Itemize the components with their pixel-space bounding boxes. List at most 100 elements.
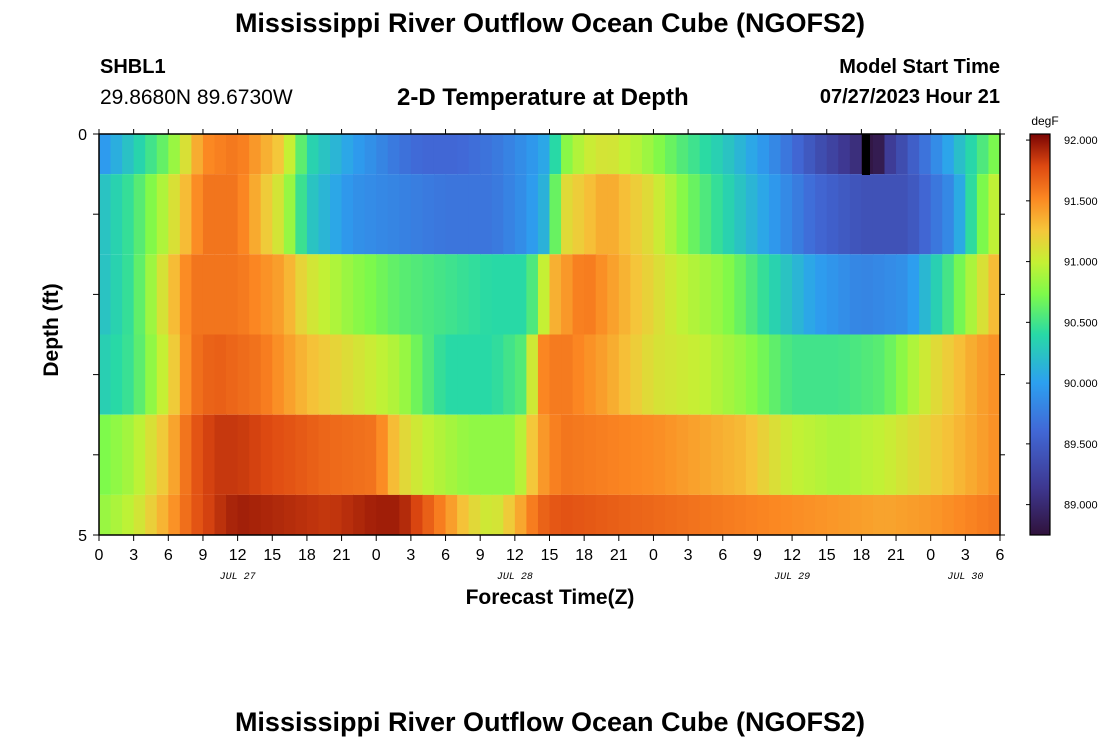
x-axis: 0 3 6 9 12 15 18 21 0 3 6 9 12 15 18 21 0 3 6 9 12 15 18 21 0 3 6 J… (95, 129, 1005, 583)
heatmap-cell (480, 414, 493, 495)
heatmap-cell (503, 334, 516, 415)
heatmap-cell (965, 334, 978, 415)
x-tick-label: 15 (263, 547, 281, 564)
colorbar-tick-label: 92.000 (1064, 135, 1098, 147)
heatmap-cell (283, 254, 296, 335)
heatmap-cell (179, 174, 193, 255)
heatmap-cell (745, 254, 759, 335)
heatmap-cell (468, 414, 481, 495)
heatmap-cell (549, 174, 562, 255)
heatmap-cell (353, 134, 366, 175)
heatmap-cell (422, 414, 435, 495)
heatmap-cell (433, 134, 447, 175)
heatmap-cell (283, 334, 296, 415)
heatmap-cell (433, 334, 447, 415)
heatmap-cell (237, 414, 250, 495)
heatmap-cell (226, 174, 239, 255)
heatmap-cell (861, 334, 874, 415)
heatmap-cell (745, 174, 759, 255)
heatmap-cell (179, 494, 193, 535)
heatmap-cell (665, 334, 678, 415)
heatmap-cell (260, 494, 273, 535)
heatmap-cell (861, 494, 874, 535)
heatmap-cell (665, 174, 678, 255)
heatmap-cell (688, 494, 701, 535)
heatmap-cell (953, 254, 966, 335)
heatmap-cell (815, 414, 828, 495)
heatmap-cell (526, 174, 539, 255)
heatmap-cell (607, 414, 620, 495)
heatmap-cell (445, 254, 458, 335)
heatmap-cell (433, 174, 447, 255)
x-tick-label: 12 (229, 547, 247, 564)
heatmap-cell (526, 134, 539, 175)
heatmap-cell (422, 334, 435, 415)
heatmap-cell (237, 494, 250, 535)
heatmap-cell (353, 414, 366, 495)
heatmap-cell (295, 334, 308, 415)
x-tick-label: 0 (926, 547, 935, 564)
heatmap-cell (618, 494, 631, 535)
heatmap-cell (965, 494, 978, 535)
heatmap-cell (768, 334, 782, 415)
heatmap-cell (711, 134, 724, 175)
heatmap-cell (156, 134, 169, 175)
heatmap-cell (341, 414, 354, 495)
heatmap-cell (768, 174, 782, 255)
heatmap-cell (780, 494, 793, 535)
x-tick-label: 9 (199, 547, 208, 564)
heatmap-cell (514, 254, 527, 335)
heatmap-cell (607, 494, 620, 535)
heatmap-cell (768, 414, 782, 495)
heatmap-cell (976, 494, 990, 535)
heatmap-cell (99, 334, 112, 415)
heatmap-cell (491, 414, 504, 495)
heatmap-cell (272, 134, 285, 175)
heatmap-cell (537, 334, 551, 415)
heatmap-cell (387, 334, 400, 415)
heatmap-cell (341, 174, 354, 255)
heatmap-cell (976, 414, 990, 495)
heatmap-cell (318, 174, 331, 255)
heatmap-cell (861, 174, 874, 255)
heatmap-cell (468, 334, 481, 415)
heatmap-cell (815, 174, 828, 255)
heatmap-cell (699, 134, 712, 175)
heatmap-cell (884, 414, 897, 495)
heatmap-cell (849, 134, 862, 175)
heatmap-cell (283, 494, 296, 535)
heatmap-cell (699, 494, 712, 535)
heatmap-cell (907, 334, 920, 415)
heatmap-cell (237, 334, 250, 415)
heatmap-cell (561, 134, 574, 175)
heatmap-cell (445, 414, 458, 495)
heatmap-cell (653, 494, 666, 535)
heatmap-cell (249, 254, 262, 335)
heatmap-cell (826, 174, 839, 255)
heatmap-cell (110, 334, 123, 415)
heatmap-cell (272, 334, 285, 415)
heatmap-cell (849, 334, 862, 415)
heatmap-cell (191, 174, 204, 255)
heatmap-cells (99, 134, 1001, 535)
heatmap-cell (503, 134, 516, 175)
heatmap-cell (514, 414, 527, 495)
heatmap-cell (145, 174, 158, 255)
heatmap-cell (341, 334, 354, 415)
heatmap-cell (168, 334, 181, 415)
y-tick-label: 5 (78, 528, 87, 545)
heatmap-cell (399, 494, 412, 535)
heatmap-cell (595, 134, 608, 175)
heatmap-cell (410, 414, 424, 495)
heatmap-cell (584, 494, 597, 535)
heatmap-cell (514, 334, 527, 415)
colorbar-tick-label: 91.000 (1064, 257, 1098, 269)
heatmap-cell (641, 334, 655, 415)
heatmap-cell (145, 254, 158, 335)
heatmap-cell (584, 254, 597, 335)
heatmap-cell (110, 414, 123, 495)
heatmap-cell (641, 254, 655, 335)
heatmap-cell (757, 254, 770, 335)
heatmap-cell (976, 254, 990, 335)
